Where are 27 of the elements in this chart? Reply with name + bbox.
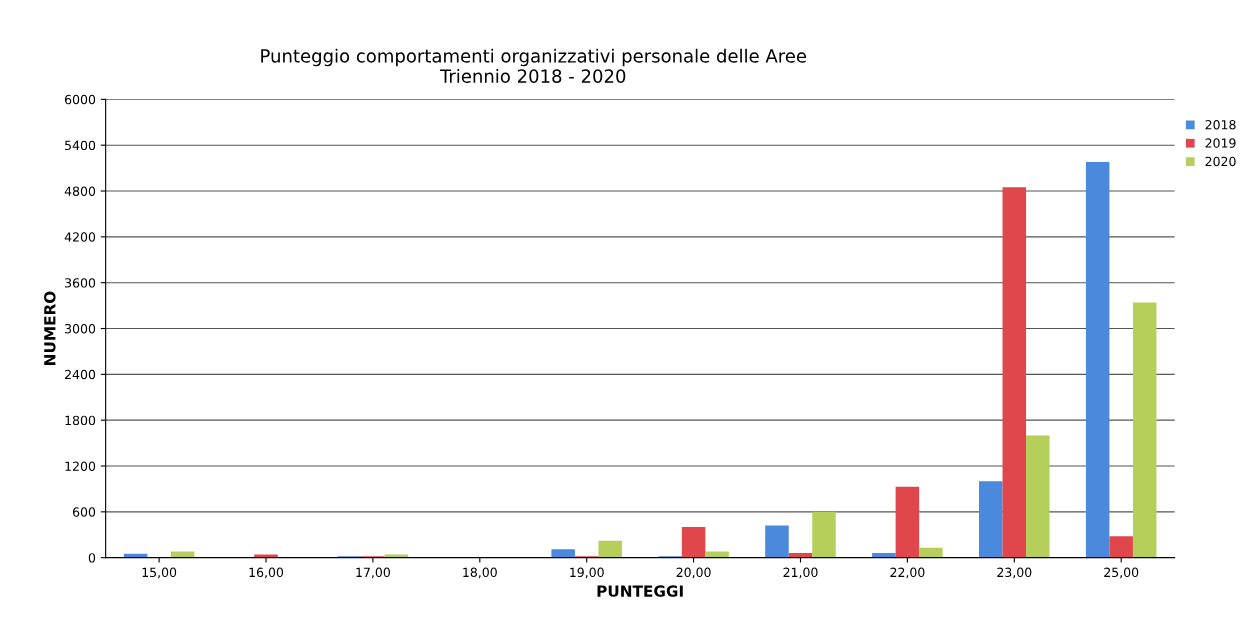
x-tick-label: 23,00 [997,567,1032,579]
y-tick-label: 1200 [65,461,96,471]
y-tick-label: 2400 [65,369,96,380]
y-tick-label: 0 [88,553,96,563]
legend-label: 2020 [1205,156,1236,167]
y-tick-label: 4800 [64,186,96,196]
x-tick-label: 17,00 [356,567,390,579]
x-tick-label: 19,00 [570,567,604,579]
legend-label: 2019 [1205,138,1236,148]
x-tick-label: 16,00 [249,567,284,579]
chart-title: Punteggio comportamenti organizzativi personale delle Aree Triennio 2018 - 2020 [261,48,807,83]
x-tick-label: 25,00 [1104,567,1139,579]
y-tick-label: 5400 [65,140,96,151]
y-tick-label: 4200 [64,232,96,242]
x-tick-label: 20,00 [676,567,711,579]
x-tick-label: 15,00 [142,567,177,579]
x-axis-title: PUNTEGGI [597,585,683,597]
y-tick-label: 3600 [65,278,96,288]
x-tick-label: 21,00 [783,567,818,579]
x-tick-label: 22,00 [890,567,925,579]
y-tick-label: 6000 [64,94,96,105]
y-tick-label: 3000 [65,323,96,334]
y-axis-title: NUMERO [44,291,56,365]
legend-label: 2018 [1205,119,1236,130]
y-tick-label: 1800 [65,415,96,426]
y-tick-label: 600 [72,507,96,517]
x-tick-label: 18,00 [463,567,497,579]
